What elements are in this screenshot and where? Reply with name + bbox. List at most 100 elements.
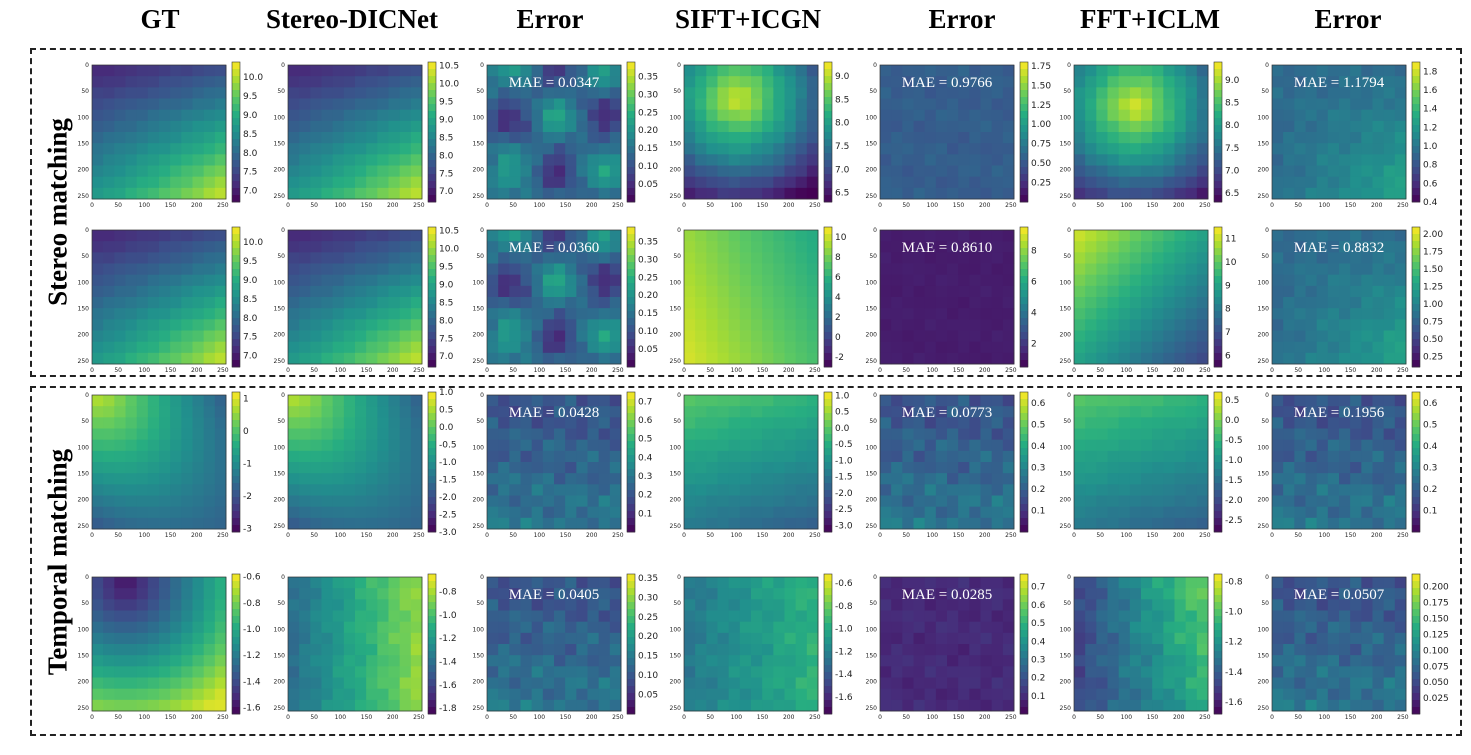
colorbar-segment [627,504,635,512]
heatmap-cell [795,319,808,331]
heatmap-cell [147,577,160,589]
heatmap-cell [1272,241,1284,253]
heatmap-cell [1185,484,1198,496]
colorbar-segment [428,420,436,428]
colorbar-segment [232,707,240,715]
heatmap-cell [520,495,533,508]
heatmap-cell [1272,450,1284,463]
heatmap-cell [1141,666,1153,678]
x-tick-label: 50 [706,532,714,539]
heatmap-cell [1305,154,1318,166]
heatmap-cell [958,352,970,365]
heatmap-cell [1152,644,1164,656]
heatmap-cell [214,473,227,485]
heatmap-cell [891,484,903,496]
heatmap-cell [576,308,588,320]
heatmap-cell [684,76,696,88]
heatmap-cell [1152,655,1164,667]
colorbar-tick-label: 0.0 [1225,416,1240,426]
heatmap-cell [880,688,892,701]
y-tick-label: 200 [473,167,485,174]
colorbar-segment [627,255,635,263]
colorbar-segment [1214,434,1222,442]
colorbar-frame [626,573,636,715]
heatmap-cell [1085,132,1097,144]
heatmap-cell [1294,462,1306,474]
heatmap-cell [542,621,555,634]
heatmap-cell [784,176,797,189]
heatmap-cell [321,132,334,144]
heatmap-cell [991,428,1004,441]
heatmap-cell [92,484,104,496]
x-tick-label: 150 [953,714,965,721]
y-tick-label: 250 [473,193,485,200]
heatmap-cell [388,132,401,144]
heatmap-cell [1327,341,1340,354]
heatmap-cell [1185,417,1198,429]
colorbar-tick-label: -2.0 [835,489,853,499]
heatmap-cell [969,165,981,178]
y-tick-label: 50 [869,253,877,260]
heatmap-cell [1283,120,1295,133]
colorbar-tick-label: 2 [1031,340,1037,350]
heatmap-cell [1350,176,1362,189]
colorbar-segment [1214,248,1222,256]
heatmap-cell [147,241,160,253]
axes-frame [486,394,622,530]
colorbar-segment [824,227,832,235]
heatmap-cell [498,187,510,200]
y-tick-label: 100 [1258,114,1270,121]
heatmap-cell [343,252,356,264]
heatmap-cell [1350,495,1362,508]
heatmap-cell [1272,462,1284,474]
colorbar-segment [627,595,635,603]
heatmap-cell [924,495,937,508]
heatmap-cell [684,165,696,178]
heatmap-cell [542,143,555,155]
heatmap-cell [969,599,981,611]
heatmap-cell [1096,417,1108,429]
heatmap-cell [784,165,797,178]
heatmap-cell [609,319,622,331]
heatmap-cell [531,666,544,678]
heatmap-cell [498,352,510,365]
heatmap-cell [125,352,138,365]
colorbar-segment [232,290,240,298]
colorbar-tick-label: 8.0 [439,151,454,161]
heatmap-cell [913,677,926,690]
heatmap-cell [1394,176,1407,189]
heatmap-cell [377,154,389,166]
heatmap-cell [159,517,171,530]
heatmap-cell [991,517,1004,530]
heatmap-cell [902,230,914,242]
heatmap-cell [880,87,892,99]
x-tick-label: 200 [783,202,795,209]
mae-annotation: MAE = 0.0360 [509,240,600,256]
heatmap-cell [366,285,378,298]
heatmap-cell [1118,241,1131,253]
heatmap-cell [924,688,937,701]
colorbar-segment [428,297,436,305]
heatmap-cell [1085,274,1097,287]
colorbar-segment [824,90,832,98]
heatmap-cell [355,395,367,407]
heatmap-cell [498,428,510,441]
heatmap-cell [103,263,115,276]
colorbar-segment [1412,283,1420,291]
heatmap-cell [203,588,216,600]
heatmap-cell [1272,176,1284,189]
heatmap-cell [288,319,300,331]
heatmap-cell [1305,473,1318,485]
heatmap-cell [1361,330,1373,343]
heatmap-cell [366,588,378,600]
heatmap-cell [1350,165,1362,178]
heatmap-cell [355,187,367,200]
heatmap-cell [795,132,808,144]
heatmap-cell [739,588,752,600]
heatmap-cell [1118,330,1131,343]
heatmap-cell [784,450,797,463]
heatmap-cell [509,330,521,343]
colorbar-segment [627,392,635,400]
heatmap-cell [355,688,367,701]
heatmap-cell [147,143,160,155]
